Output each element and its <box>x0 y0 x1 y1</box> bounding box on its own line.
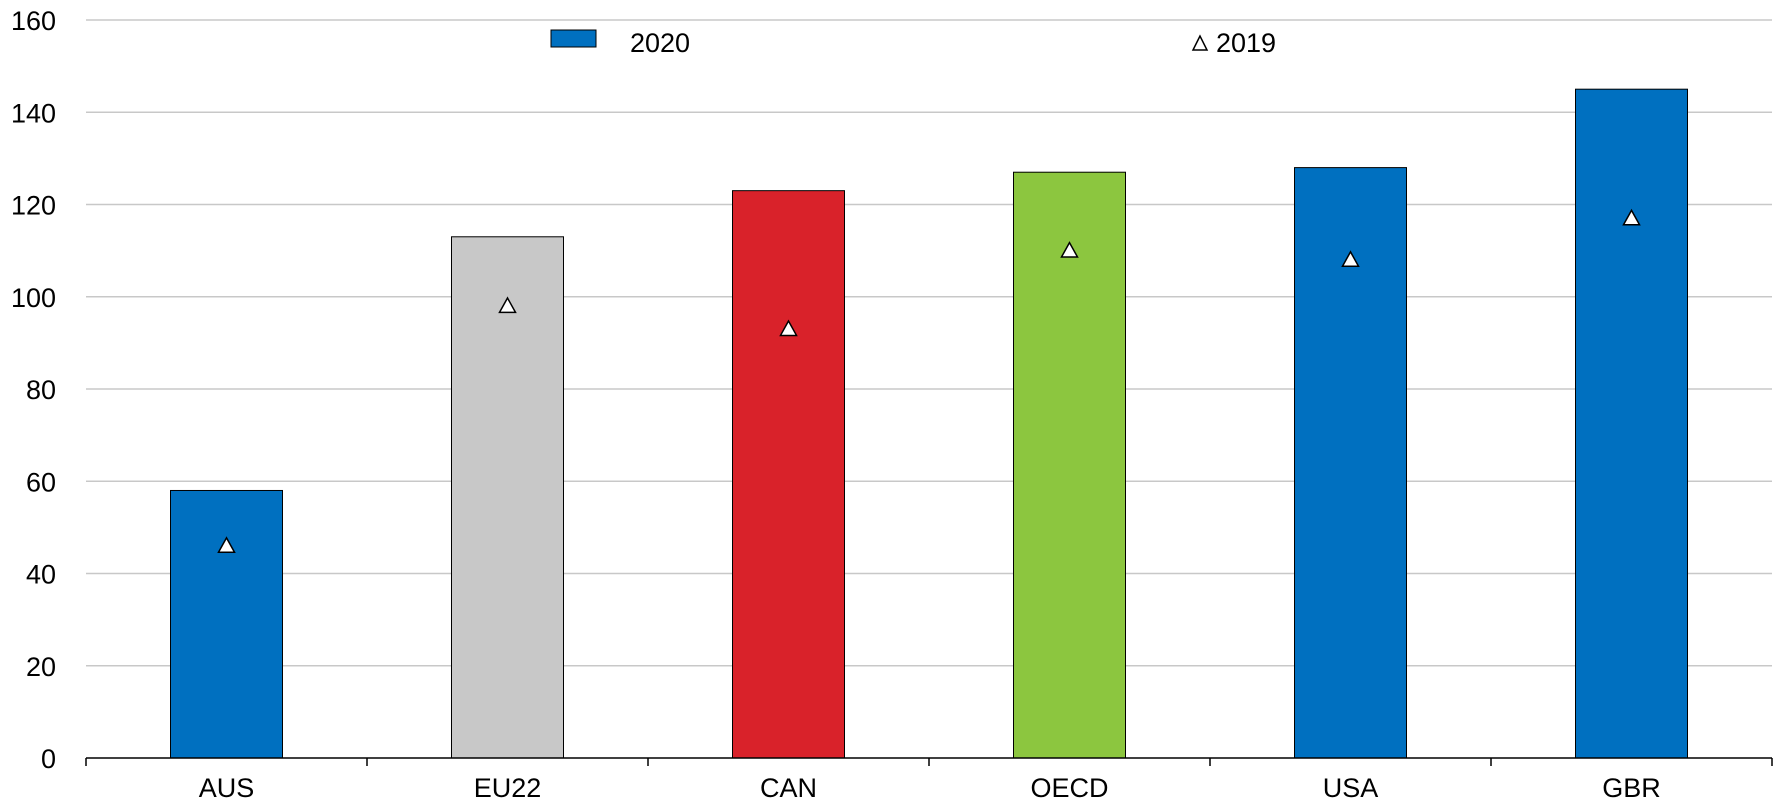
x-tick-label: GBR <box>1602 773 1661 803</box>
y-tick-label: 80 <box>26 375 56 405</box>
x-tick-label: CAN <box>760 773 817 803</box>
y-tick-label: 120 <box>11 191 56 221</box>
y-tick-label: 160 <box>11 6 56 36</box>
y-tick-label: 140 <box>11 98 56 128</box>
marker-2019-gbr <box>1622 208 1641 226</box>
y-tick-label: 60 <box>26 467 56 497</box>
y-tick-label: 20 <box>26 652 56 682</box>
marker-2019-oecd <box>1060 241 1079 258</box>
markers-2019 <box>217 208 1641 553</box>
marker-2019-can <box>779 319 798 337</box>
legend-label-2019: 2019 <box>1216 28 1276 58</box>
legend-label-2020: 2020 <box>630 28 690 58</box>
x-tick-label: EU22 <box>474 773 542 803</box>
bar-2020-gbr <box>1575 88 1688 759</box>
marker-2019-eu22 <box>498 296 517 314</box>
legend: 2020 2019 <box>550 28 1276 58</box>
marker-2019-aus <box>217 536 236 553</box>
y-tick-label: 40 <box>26 560 56 590</box>
x-tick-label: USA <box>1323 773 1379 803</box>
axes: 0 20 40 60 80 100 120 140 160 AUS EU22 CAN OECD USA GB… <box>11 6 1773 803</box>
x-tick-label: AUS <box>199 773 255 803</box>
gridlines <box>86 19 1772 667</box>
bars-2020 <box>170 88 1688 759</box>
bar-2020-aus <box>170 489 283 759</box>
x-tick-label: OECD <box>1030 773 1108 803</box>
y-tick-label: 0 <box>41 744 56 774</box>
legend-swatch-2020 <box>550 29 597 48</box>
bar-2020-oecd <box>1013 171 1126 759</box>
bar-2020-eu22 <box>451 236 564 759</box>
y-tick-label: 100 <box>11 283 56 313</box>
legend-marker-2019 <box>1191 34 1209 51</box>
marker-2019-usa <box>1341 250 1360 267</box>
bar-2020-can <box>732 190 845 759</box>
